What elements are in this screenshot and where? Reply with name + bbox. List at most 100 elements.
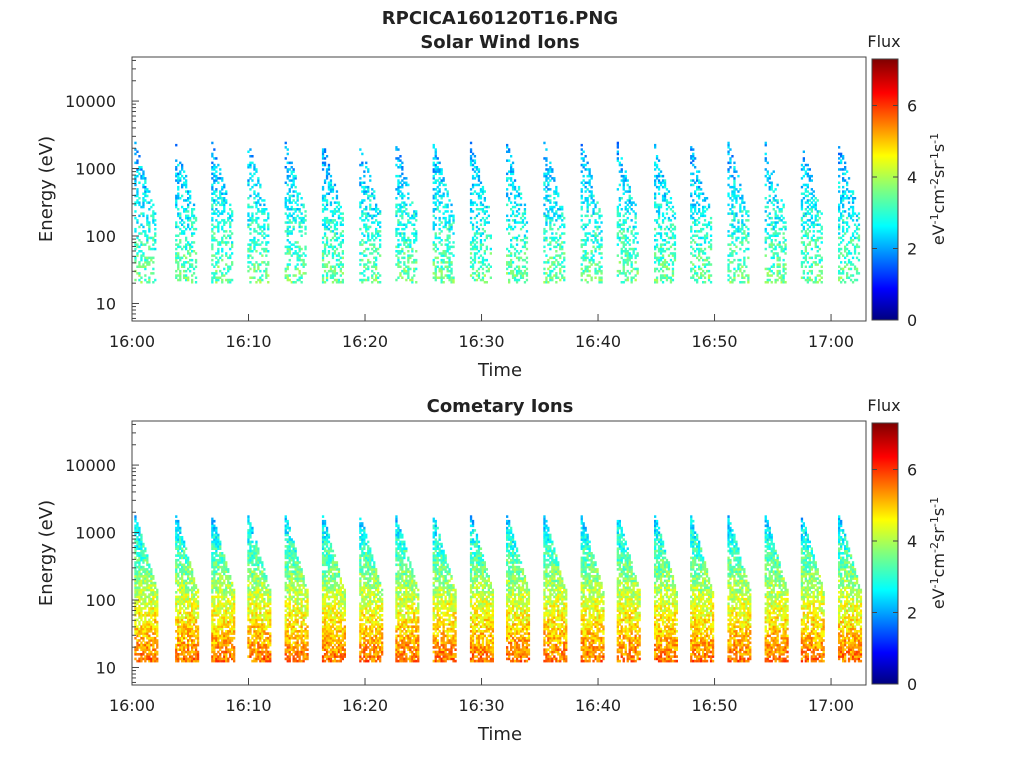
heatmap-cell: [150, 653, 153, 656]
heatmap-cell: [580, 152, 583, 156]
heatmap-cell: [665, 225, 669, 229]
heatmap-cell: [618, 203, 621, 207]
heatmap-cell: [806, 210, 809, 213]
heatmap-cell: [296, 203, 299, 207]
heatmap-cell: [764, 239, 767, 242]
heatmap-cell: [694, 254, 697, 257]
heatmap-cell: [175, 258, 178, 262]
heatmap-cell: [553, 197, 556, 200]
heatmap-cell: [181, 593, 184, 596]
heatmap-cell: [134, 278, 137, 282]
heatmap-cell: [361, 201, 364, 204]
heatmap-cell: [321, 161, 325, 165]
heatmap-cell: [440, 243, 443, 246]
heatmap-cell: [292, 177, 295, 180]
heatmap-cell: [189, 636, 192, 640]
heatmap-cell: [379, 221, 382, 224]
heatmap-cell: [733, 161, 736, 165]
heatmap-cell: [134, 515, 137, 518]
heatmap-cell: [622, 174, 625, 178]
heatmap-cell: [671, 243, 675, 246]
heatmap-cell: [144, 232, 147, 235]
heatmap-cell: [521, 274, 525, 277]
heatmap-cell: [657, 185, 661, 189]
heatmap-cell: [294, 190, 297, 193]
heatmap-cell: [175, 261, 178, 264]
heatmap-cell: [323, 245, 327, 249]
heatmap-cell: [838, 146, 841, 149]
heatmap-cell: [559, 208, 562, 211]
heatmap-cell: [142, 265, 145, 268]
heatmap-cell: [450, 245, 453, 249]
heatmap-cell: [471, 177, 475, 180]
heatmap-cell: [223, 201, 226, 204]
heatmap-cell: [413, 232, 416, 235]
heatmap-cell: [409, 243, 412, 246]
heatmap-cell: [138, 261, 141, 264]
heatmap-cell: [694, 205, 697, 209]
heatmap-cell: [561, 219, 564, 222]
heatmap-cell: [181, 595, 184, 599]
heatmap-cell: [142, 199, 145, 202]
heatmap-cell: [265, 272, 268, 275]
heatmap-cell: [654, 201, 657, 204]
heatmap-cell: [561, 205, 564, 209]
heatmap-cell: [596, 269, 599, 273]
heatmap-cell: [152, 236, 155, 240]
heatmap-cell: [189, 634, 192, 638]
heatmap-cell: [152, 641, 155, 645]
heatmap-cell: [694, 241, 697, 244]
heatmap-cell: [144, 243, 147, 246]
heatmap-cell: [586, 168, 589, 171]
heatmap-cell: [144, 258, 147, 262]
heatmap-cell: [221, 227, 224, 231]
heatmap-cell: [150, 256, 153, 260]
heatmap-cell: [442, 183, 445, 187]
heatmap-cell: [764, 236, 767, 240]
heatmap-cell: [152, 607, 155, 610]
heatmap-cell: [840, 161, 843, 165]
heatmap-cell: [657, 214, 661, 218]
heatmap-cell: [624, 212, 627, 215]
heatmap-cell: [624, 190, 627, 193]
heatmap-cell: [510, 201, 513, 204]
heatmap-cell: [709, 225, 713, 229]
heatmap-cell: [397, 183, 400, 187]
heatmap-cell: [440, 230, 443, 233]
heatmap-cell: [733, 197, 736, 200]
heatmap-cell: [632, 241, 635, 244]
heatmap-cell: [616, 236, 619, 240]
heatmap-cell: [774, 188, 777, 191]
heatmap-cell: [154, 602, 157, 606]
heatmap-cell: [371, 221, 374, 224]
heatmap-cell: [446, 243, 449, 246]
heatmap-cell: [142, 568, 145, 571]
heatmap-cell: [144, 234, 147, 237]
heatmap-cell: [288, 250, 291, 253]
heatmap-cell: [144, 190, 147, 193]
heatmap-cell: [138, 547, 141, 550]
heatmap-cell: [849, 190, 853, 193]
heatmap-cell: [842, 194, 845, 198]
heatmap-cell: [764, 210, 767, 213]
heatmap-cell: [148, 595, 151, 599]
heatmap-cell: [397, 208, 400, 211]
heatmap-cell: [302, 221, 305, 224]
heatmap-cell: [551, 210, 554, 213]
heatmap-cell: [363, 250, 366, 253]
heatmap-cell: [804, 172, 807, 176]
heatmap-cell: [150, 570, 153, 573]
heatmap-cell: [263, 227, 266, 231]
heatmap-cell: [144, 623, 147, 626]
heatmap-cell: [812, 194, 815, 198]
heatmap-cell: [229, 236, 232, 240]
heatmap-cell: [549, 256, 552, 260]
heatmap-cell: [367, 239, 370, 242]
heatmap-cell: [816, 281, 819, 284]
heatmap-cell: [138, 632, 141, 635]
heatmap-cell: [134, 210, 137, 213]
heatmap-cell: [436, 179, 439, 182]
heatmap-cell: [446, 234, 449, 237]
heatmap-cell: [251, 239, 254, 242]
